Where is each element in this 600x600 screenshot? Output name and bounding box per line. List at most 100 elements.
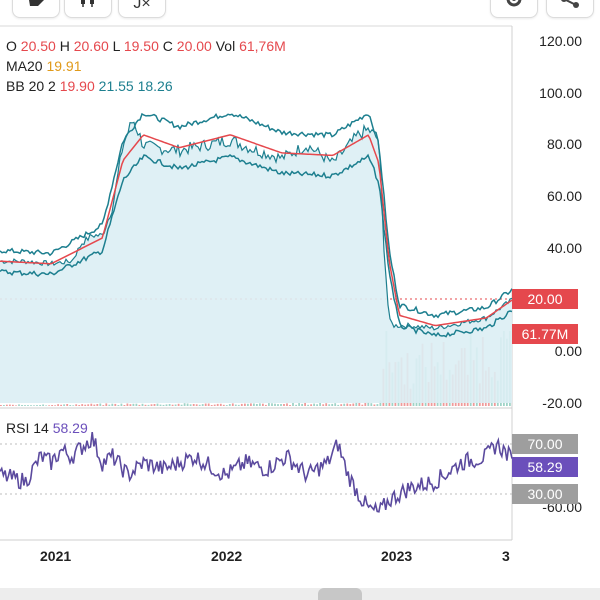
volume-bar <box>213 404 216 406</box>
volume-bar <box>237 404 240 406</box>
volume-bar <box>370 403 373 406</box>
volume-bar <box>159 404 162 406</box>
volume-bar <box>72 405 75 406</box>
volume-bar <box>102 405 105 406</box>
price-tick: 60.00 <box>546 188 582 204</box>
volume-bar <box>319 403 321 406</box>
volume-bar <box>352 403 355 406</box>
volume-bar <box>337 404 340 406</box>
low-value: 19.50 <box>123 38 159 54</box>
settings-button[interactable] <box>490 0 538 18</box>
volume-bar <box>283 404 285 406</box>
indicators-button[interactable]: J× <box>118 0 166 18</box>
high-label: H <box>59 38 70 54</box>
volume-bar <box>129 404 132 406</box>
volume-bar <box>204 403 207 406</box>
volume-bar <box>99 403 102 406</box>
volume-bar <box>51 405 53 406</box>
indicators-label: J× <box>133 0 151 12</box>
volume-bar <box>93 404 96 406</box>
volume-bar <box>201 404 204 406</box>
volume-bar <box>150 404 153 406</box>
volume-bar <box>111 403 114 406</box>
volume-bar <box>346 403 349 406</box>
rsi-low-badge: 30.00 <box>512 484 578 504</box>
volume-bar <box>6 404 8 406</box>
volume-bar <box>195 404 198 406</box>
volume-bar <box>373 404 376 406</box>
volume-bar <box>90 403 93 406</box>
volume-bar <box>322 404 325 406</box>
volume-bar <box>66 404 69 406</box>
candlestick-icon <box>78 0 98 13</box>
volume-bar <box>42 404 44 406</box>
rsi-label: RSI 14 <box>6 420 49 436</box>
time-tick: 2021 <box>40 548 72 564</box>
ma-row[interactable]: MA20 19.91 <box>6 56 286 76</box>
volume-bar <box>21 405 23 406</box>
volume-bar <box>138 404 141 406</box>
price-area-fill <box>0 122 512 404</box>
volume-bar <box>87 404 90 406</box>
volume-bar <box>165 404 168 406</box>
volume-bar <box>301 403 303 406</box>
volume-bar <box>262 403 264 406</box>
volume-bar <box>9 404 11 406</box>
volume-label: Vol <box>215 38 236 54</box>
price-tick: 80.00 <box>546 136 582 152</box>
volume-bar <box>231 403 234 406</box>
volume-bar <box>84 404 87 406</box>
volume-bar <box>277 404 279 406</box>
volume-bar <box>69 405 72 406</box>
volume-bar <box>295 404 297 406</box>
volume-bar <box>78 405 81 406</box>
volume-bar <box>379 400 382 406</box>
rsi-legend[interactable]: RSI 14 58.29 <box>6 420 88 436</box>
volume-bar <box>340 404 343 406</box>
volume-bar <box>247 403 249 406</box>
rsi-value-badge: 58.29 <box>512 457 578 477</box>
bollinger-lower-band <box>0 153 513 338</box>
ma20-line <box>0 134 513 327</box>
horizontal-scrollbar[interactable] <box>0 588 600 600</box>
volume-bar <box>45 405 47 406</box>
volume-bar <box>259 403 261 406</box>
bb-row[interactable]: BB 20 2 19.90 21.55 18.26 <box>6 76 286 96</box>
volume-bar <box>12 404 14 406</box>
scrollbar-thumb[interactable] <box>318 588 362 600</box>
volume-bar <box>349 404 352 406</box>
volume-bar <box>75 404 78 406</box>
volume-bar <box>198 404 201 406</box>
volume-bar <box>289 405 291 406</box>
open-value: 20.50 <box>20 38 56 54</box>
volume-bar <box>135 403 138 406</box>
volume-bar <box>192 404 195 406</box>
volume-bar <box>132 403 135 406</box>
volume-bar <box>343 403 346 406</box>
volume-bar <box>334 403 337 406</box>
volume-bar <box>162 404 165 406</box>
rsi-line <box>0 432 513 513</box>
volume-bar <box>265 404 267 406</box>
volume-bar <box>180 404 183 406</box>
volume-value: 61,76M <box>239 38 286 54</box>
volume-bar <box>171 404 174 406</box>
share-button[interactable] <box>546 0 594 18</box>
volume-bar <box>183 403 186 406</box>
volume-bar <box>117 405 120 406</box>
ohlc-legend: O 20.50 H 20.60 L 19.50 C 20.00 Vol 61,7… <box>6 36 286 96</box>
volume-bar <box>274 403 276 406</box>
volume-bar <box>367 402 370 406</box>
volume-bar <box>307 404 309 406</box>
volume-bar <box>376 404 379 406</box>
time-tick: 2022 <box>211 548 243 564</box>
volume-bar <box>54 405 56 406</box>
chart-type-button[interactable] <box>64 0 112 18</box>
volume-bar <box>177 403 180 406</box>
volume-bar <box>114 403 117 406</box>
volume-bar <box>141 403 144 406</box>
hand-tool-button[interactable] <box>12 0 60 18</box>
volume-bar <box>24 405 26 406</box>
volume-bar <box>36 405 38 406</box>
